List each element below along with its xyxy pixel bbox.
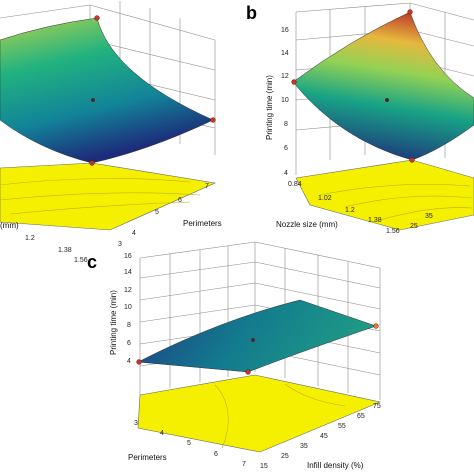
panel-b-x-tick: 1.38	[368, 217, 382, 224]
panel-a-y-tick: 7	[205, 183, 209, 190]
panel-c-zaxis: 4 6 8 10 12 14 16 Printing time (min)	[109, 253, 132, 365]
panel-b-x-label: Nozzle size (mm)	[276, 220, 338, 229]
panel-c-y-tick: 75	[373, 403, 381, 410]
panel-c-y-tick: 25	[281, 453, 289, 460]
panel-a-surface	[0, 17, 214, 164]
panel-c-x-tick: 6	[214, 451, 218, 458]
panel-a-x-tick: 1.38	[58, 247, 72, 254]
panel-b-yaxis: 25 35	[410, 213, 433, 230]
panel-b-x-tick: 1.02	[318, 195, 332, 202]
panel-b-design-points	[291, 9, 415, 163]
panel-b-x-tick: 1.2	[345, 207, 355, 214]
panel-b-xaxis: 0.84 1.02 1.2 1.38 1.56 Nozzle size (mm)	[276, 181, 400, 235]
panel-c-z-tick: 10	[124, 304, 132, 311]
panel-c-z-tick: 12	[124, 287, 132, 294]
panel-c-x-tick: 5	[187, 440, 191, 447]
panel-a-x-tick: 1.2	[25, 235, 35, 242]
panel-a-x-label: (mm)	[0, 221, 19, 230]
panel-c-y-tick: 65	[357, 413, 365, 420]
panel-b-x-tick: 1.56	[386, 228, 400, 235]
panel-a-x-tick: 1.56	[74, 257, 88, 264]
panel-c-y-tick: 35	[300, 443, 308, 450]
panel-b-floor-contours	[319, 183, 473, 221]
panel-c-label: c	[87, 252, 97, 272]
panel-b-zaxis: 4 6 8 10 12 14 16 Printing time (min)	[265, 27, 289, 177]
panel-a-y-tick: 5	[155, 209, 159, 216]
panel-a-y-tick: 6	[178, 197, 182, 204]
panel-b-y-tick: 25	[410, 223, 418, 230]
panel-c-z-tick: 4	[127, 358, 131, 365]
panel-b: b	[246, 2, 474, 235]
panel-c-floor-contours	[214, 383, 346, 449]
panel-c-z-tick: 8	[127, 322, 131, 329]
panel-c-z-tick: 16	[124, 253, 132, 260]
panel-c-surface	[137, 299, 377, 373]
panel-c-x-label: Perimeters	[128, 453, 167, 462]
panel-b-z-label: Printing time (min)	[265, 75, 274, 140]
panel-c-x-tick: 7	[242, 461, 246, 468]
panel-b-z-tick: 4	[284, 170, 288, 177]
panel-a-y-label: Perimeters	[183, 219, 222, 228]
panel-c-z-label: Printing time (min)	[109, 290, 118, 355]
panel-c-y-tick: 55	[338, 423, 346, 430]
panel-a-xaxis: 1.2 1.38 1.56 (mm)	[0, 221, 88, 264]
panel-c: c	[87, 241, 381, 470]
panel-b-x-tick: 0.84	[288, 181, 302, 188]
panel-c-z-tick: 14	[124, 269, 132, 276]
panel-b-y-tick: 35	[425, 213, 433, 220]
panel-c-x-tick: 4	[160, 430, 164, 437]
panel-c-xaxis: 3 4 5 6 7 Perimeters	[128, 420, 246, 468]
panel-b-z-tick: 14	[281, 50, 289, 57]
panel-a-floor-contours	[0, 178, 201, 215]
panel-a-y-tick: 3	[118, 241, 122, 248]
panel-c-contour-floor	[137, 374, 381, 453]
panel-a-y-tick: 4	[132, 230, 136, 237]
panel-b-z-tick: 8	[284, 121, 288, 128]
panel-b-z-tick: 10	[281, 97, 289, 104]
panel-b-surface	[292, 11, 474, 161]
panel-c-y-tick: 15	[260, 463, 268, 470]
panel-c-y-label: Infill density (%)	[307, 461, 364, 470]
panel-b-label: b	[246, 3, 257, 23]
panel-b-z-tick: 16	[281, 27, 289, 34]
panel-c-y-tick: 45	[320, 433, 328, 440]
panel-c-design-points	[136, 323, 379, 375]
panel-b-z-tick: 12	[281, 73, 289, 80]
panel-a: 1.2 1.38 1.56 (mm) 3 4 5 6 7 Perimeters	[0, 1, 222, 264]
panel-a-yaxis: 3 4 5 6 7 Perimeters	[118, 183, 222, 248]
panel-b-z-tick: 6	[284, 145, 288, 152]
panel-c-z-tick: 6	[127, 340, 131, 347]
panel-c-yaxis: 15 25 35 45 55 65 75 Infill density (%)	[260, 403, 381, 470]
panel-c-x-tick: 3	[134, 420, 138, 427]
